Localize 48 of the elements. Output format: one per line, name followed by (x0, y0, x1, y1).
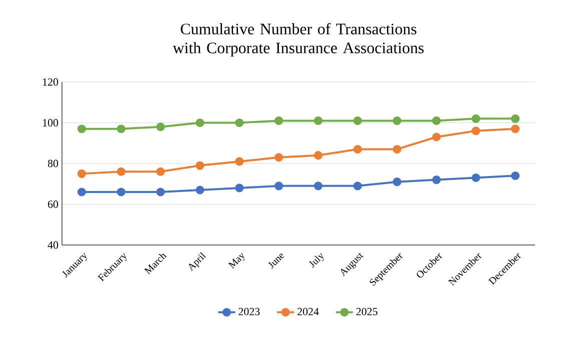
y-tick-label: 60 (48, 200, 58, 208)
point (156, 188, 165, 196)
x-tick-label: June (268, 254, 284, 269)
y-tick-label: 40 (48, 241, 58, 249)
y-tick-label: 100 (43, 119, 58, 126)
chart-title: Cumulative Number of Transactions with Corporate Insurance Associations (172, 23, 424, 57)
point (196, 186, 204, 194)
point (274, 116, 284, 125)
x-tick-label: May (228, 252, 244, 269)
point (116, 188, 126, 196)
legend-label: 2025 (356, 308, 378, 316)
point (472, 114, 480, 123)
point (432, 116, 441, 125)
point (235, 184, 244, 192)
legend-label: 2023 (238, 308, 260, 316)
point (314, 151, 322, 160)
legend-label: 2024 (298, 308, 319, 316)
point (156, 122, 165, 132)
x-tick-label: July (308, 253, 324, 268)
point (353, 182, 362, 190)
point (472, 126, 480, 136)
point (511, 124, 520, 134)
point (235, 118, 244, 128)
point (274, 153, 284, 162)
point (77, 124, 86, 134)
point (511, 171, 520, 180)
point (196, 118, 204, 128)
point (511, 114, 520, 123)
point (235, 157, 244, 166)
point (77, 188, 86, 196)
point (432, 176, 441, 184)
point (196, 161, 204, 170)
point (392, 178, 402, 186)
point (274, 182, 284, 190)
point (392, 116, 402, 125)
point (353, 116, 362, 125)
point (116, 124, 126, 134)
point (472, 173, 480, 182)
y-tick-label: 120 (43, 78, 58, 86)
y-tick-label: 80 (48, 160, 58, 168)
point (156, 167, 165, 176)
point (314, 182, 322, 190)
point (432, 132, 441, 142)
point (77, 169, 86, 178)
point (392, 144, 402, 154)
point (353, 144, 362, 154)
point (116, 167, 126, 176)
point (314, 116, 322, 125)
